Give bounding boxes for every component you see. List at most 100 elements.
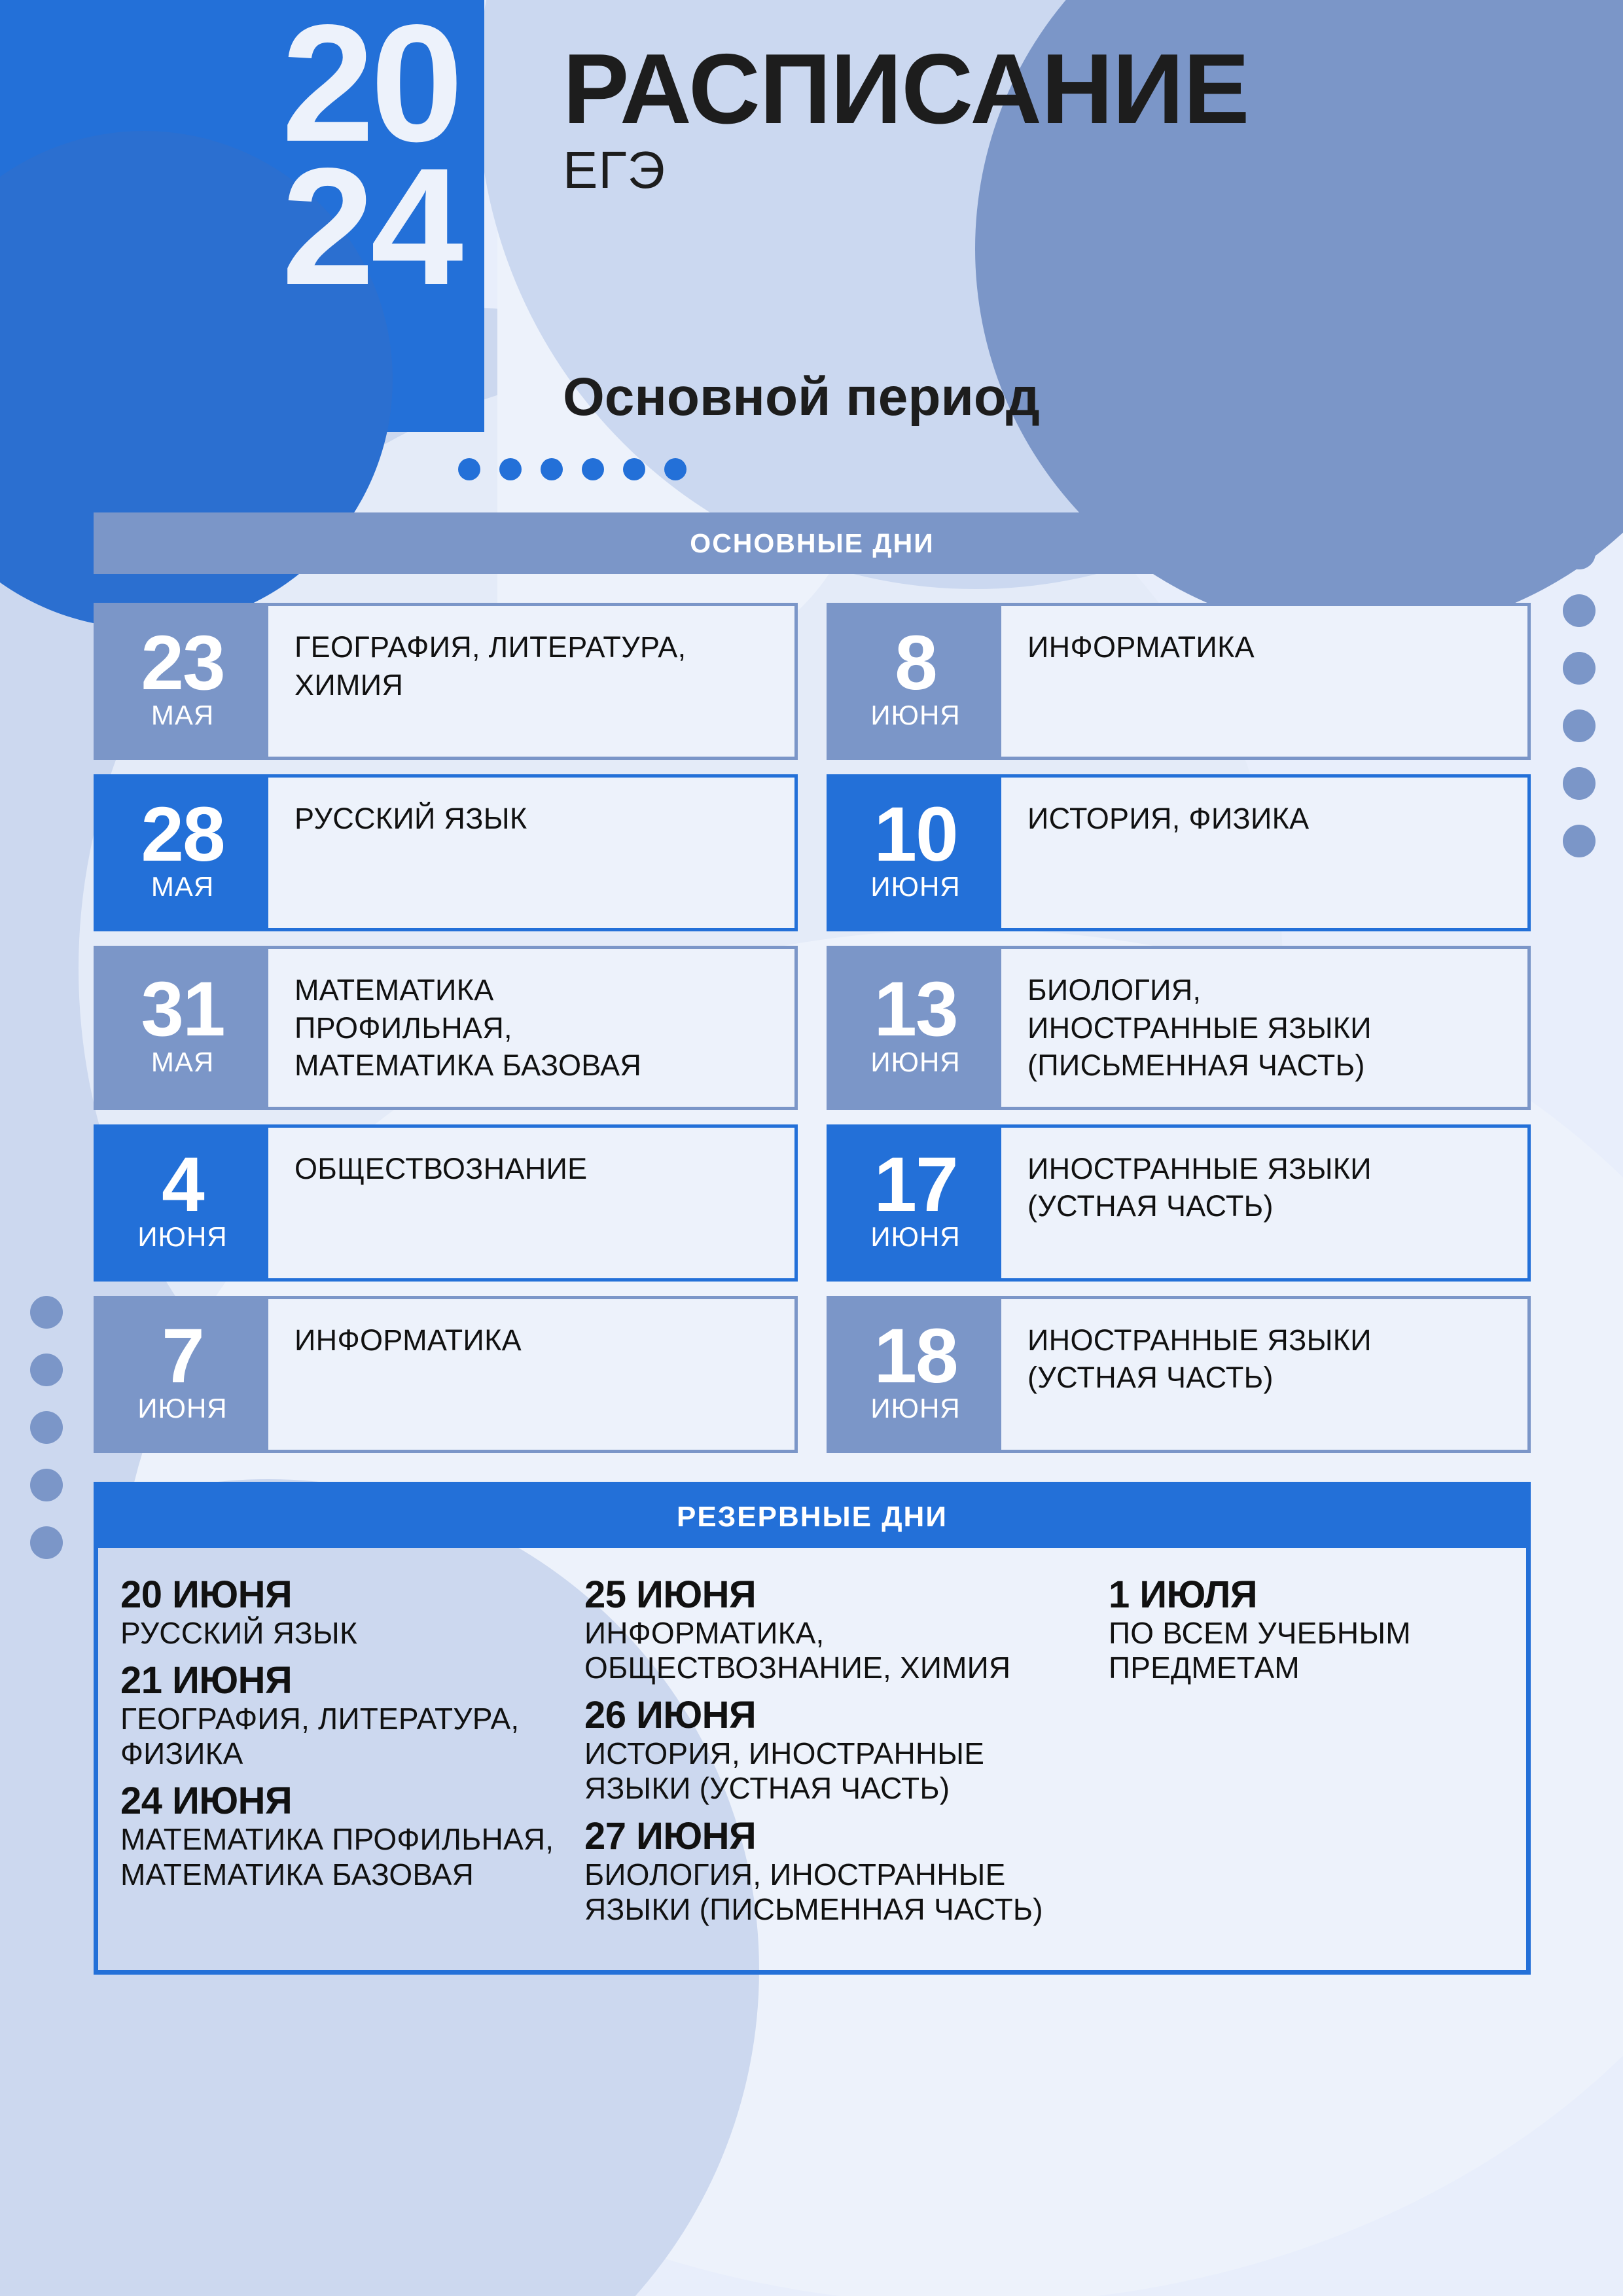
reserve-column: 20 ИЮНЯ РУССКИЙ ЯЗЫК 21 ИЮНЯ ГЕОГРАФИЯ, ЛИТ… (120, 1573, 584, 1937)
day-month: МАЯ (151, 1046, 215, 1077)
reserve-entry: 27 ИЮНЯ БИОЛОГИЯ, ИНОСТРАННЫЕ ЯЗЫКИ (ПИСЬ… (584, 1816, 1092, 1928)
decorative-dot (30, 1354, 63, 1386)
decorative-dot (541, 458, 563, 480)
day-subjects-text: ОБЩЕСТВОЗНАНИЕ (294, 1151, 588, 1185)
day-subjects-text: МАТЕМАТИКА ПРОФИЛЬНАЯ, МАТЕМАТИКА БАЗОВА… (294, 973, 642, 1083)
day-number: 17 (874, 1141, 958, 1228)
day-badge: 13 ИЮНЯ (830, 949, 1001, 1107)
schedule-content: ОСНОВНЫЕ ДНИ 23 МАЯ ГЕОГРАФИЯ, ЛИТЕРАТУРА,… (94, 512, 1531, 1975)
reserve-subjects: ГЕОГРАФИЯ, ЛИТЕРАТУРА, ФИЗИКА (120, 1701, 520, 1771)
day-badge: 8 ИЮНЯ (830, 606, 1001, 757)
day-month: ИЮНЯ (870, 1046, 961, 1077)
day-number: 18 (874, 1312, 958, 1399)
day-month: ИЮНЯ (870, 1393, 961, 1424)
reserve-entry: 24 ИЮНЯ МАТЕМАТИКА ПРОФИЛЬНАЯ, МАТЕМАТИКА… (120, 1780, 567, 1892)
day-subjects: ГЕОГРАФИЯ, ЛИТЕРАТУРА, ХИМИЯ (268, 606, 794, 757)
day-number: 10 (874, 791, 958, 878)
day-badge: 17 ИЮНЯ (830, 1127, 1001, 1278)
decorative-dot (30, 1526, 63, 1559)
decorative-dot (458, 458, 480, 480)
decorative-dot (1563, 652, 1596, 685)
reserve-column: 25 ИЮНЯ ИНФОРМАТИКА, ОБЩЕСТВОЗНАНИЕ, ХИМИ… (584, 1573, 1109, 1937)
day-card: 10 ИЮНЯ ИСТОРИЯ, ФИЗИКА (827, 774, 1531, 931)
day-badge: 23 МАЯ (97, 606, 268, 757)
decorative-dot (1563, 825, 1596, 857)
day-subjects-text: ИНОСТРАННЫЕ ЯЗЫКИ (УСТНАЯ ЧАСТЬ) (1027, 1323, 1372, 1395)
reserve-date: 20 ИЮНЯ (120, 1573, 293, 1616)
reserve-subjects: МАТЕМАТИКА ПРОФИЛЬНАЯ, МАТЕМАТИКА БАЗОВА… (120, 1822, 554, 1892)
reserve-subjects: ПО ВСЕМ УЧЕБНЫМ ПРЕДМЕТАМ (1108, 1615, 1411, 1685)
day-number: 31 (141, 966, 225, 1053)
day-month: ИЮНЯ (870, 871, 961, 903)
day-card: 17 ИЮНЯ ИНОСТРАННЫЕ ЯЗЫКИ (УСТНАЯ ЧАСТЬ) (827, 1124, 1531, 1282)
day-month: МАЯ (151, 871, 215, 903)
year-block: 20 24 (0, 0, 484, 628)
day-subjects-text: БИОЛОГИЯ, ИНОСТРАННЫЕ ЯЗЫКИ (ПИСЬМЕННАЯ … (1027, 973, 1372, 1083)
reserve-date: 21 ИЮНЯ (120, 1659, 293, 1702)
reserve-date: 24 ИЮНЯ (120, 1780, 293, 1823)
day-subjects: РУССКИЙ ЯЗЫК (268, 778, 794, 928)
day-subjects: ИНОСТРАННЫЕ ЯЗЫКИ (УСТНАЯ ЧАСТЬ) (1001, 1299, 1527, 1450)
decorative-dot (1563, 537, 1596, 569)
day-card: 4 ИЮНЯ ОБЩЕСТВОЗНАНИЕ (94, 1124, 798, 1282)
day-number: 7 (162, 1312, 205, 1399)
day-number: 13 (874, 966, 958, 1053)
day-subjects: ИСТОРИЯ, ФИЗИКА (1001, 778, 1527, 928)
day-card: 13 ИЮНЯ БИОЛОГИЯ, ИНОСТРАННЫЕ ЯЗЫКИ (ПИСЬМ… (827, 946, 1531, 1110)
day-month: ИЮНЯ (137, 1221, 228, 1253)
reserve-date: 26 ИЮНЯ (584, 1694, 757, 1737)
reserve-subjects: БИОЛОГИЯ, ИНОСТРАННЫЕ ЯЗЫКИ (ПИСЬМЕННАЯ … (584, 1857, 1043, 1926)
page-title: РАСПИСАНИЕ (563, 33, 1249, 145)
day-badge: 4 ИЮНЯ (97, 1127, 268, 1278)
decorative-dot (664, 458, 687, 480)
day-subjects: МАТЕМАТИКА ПРОФИЛЬНАЯ, МАТЕМАТИКА БАЗОВА… (268, 949, 794, 1107)
reserve-days-body: 20 ИЮНЯ РУССКИЙ ЯЗЫК 21 ИЮНЯ ГЕОГРАФИЯ, ЛИТ… (98, 1548, 1526, 1971)
decorative-dot (582, 458, 604, 480)
day-month: ИЮНЯ (137, 1393, 228, 1424)
year-digits-top: 20 (281, 0, 463, 177)
day-subjects-text: ИНФОРМАТИКА (1027, 630, 1255, 664)
decorative-dot (623, 458, 645, 480)
main-days-grid: 23 МАЯ ГЕОГРАФИЯ, ЛИТЕРАТУРА, ХИМИЯ 8 ИЮНЯ ИН… (94, 603, 1531, 1453)
left-edge-dot-column (30, 1296, 63, 1559)
reserve-entry: 20 ИЮНЯ РУССКИЙ ЯЗЫК (120, 1573, 567, 1651)
year-digits-bottom: 24 (281, 134, 463, 321)
decorative-dot (30, 1296, 63, 1329)
day-badge: 31 МАЯ (97, 949, 268, 1107)
day-card: 23 МАЯ ГЕОГРАФИЯ, ЛИТЕРАТУРА, ХИМИЯ (94, 603, 798, 760)
day-card: 8 ИЮНЯ ИНФОРМАТИКА (827, 603, 1531, 760)
decorative-dot (1563, 709, 1596, 742)
reserve-entry: 1 ИЮЛЯ ПО ВСЕМ УЧЕБНЫМ ПРЕДМЕТАМ (1108, 1573, 1487, 1686)
page-subtitle: ЕГЭ (563, 141, 666, 199)
day-subjects-text: ГЕОГРАФИЯ, ЛИТЕРАТУРА, ХИМИЯ (294, 630, 687, 702)
day-number: 4 (162, 1141, 205, 1228)
day-badge: 18 ИЮНЯ (830, 1299, 1001, 1450)
decorative-dot (1563, 767, 1596, 800)
day-subjects: БИОЛОГИЯ, ИНОСТРАННЫЕ ЯЗЫКИ (ПИСЬМЕННАЯ … (1001, 949, 1527, 1107)
day-badge: 28 МАЯ (97, 778, 268, 928)
day-number: 28 (141, 791, 225, 878)
poster-header: РАСПИСАНИЕ ЕГЭ (563, 39, 1249, 199)
section-header-reserve-days: РЕЗЕРВНЫЕ ДНИ (98, 1486, 1526, 1548)
reserve-date: 1 ИЮЛЯ (1108, 1573, 1258, 1616)
year-digits: 20 24 (281, 0, 463, 321)
decorative-dot (30, 1469, 63, 1501)
reserve-entry: 25 ИЮНЯ ИНФОРМАТИКА, ОБЩЕСТВОЗНАНИЕ, ХИМИ… (584, 1573, 1092, 1686)
section-header-main-days: ОСНОВНЫЕ ДНИ (94, 512, 1531, 574)
day-subjects: ИНОСТРАННЫЕ ЯЗЫКИ (УСТНАЯ ЧАСТЬ) (1001, 1127, 1527, 1278)
day-card: 7 ИЮНЯ ИНФОРМАТИКА (94, 1295, 798, 1453)
decorative-dot (1563, 594, 1596, 627)
reserve-subjects: ИСТОРИЯ, ИНОСТРАННЫЕ ЯЗЫКИ (УСТНАЯ ЧАСТЬ… (584, 1736, 985, 1806)
day-subjects: ОБЩЕСТВОЗНАНИЕ (268, 1127, 794, 1278)
reserve-date: 25 ИЮНЯ (584, 1573, 757, 1616)
reserve-date: 27 ИЮНЯ (584, 1814, 757, 1857)
day-card: 31 МАЯ МАТЕМАТИКА ПРОФИЛЬНАЯ, МАТЕМАТИКА Б… (94, 946, 798, 1110)
day-subjects-text: РУССКИЙ ЯЗЫК (294, 802, 527, 835)
reserve-days-panel: РЕЗЕРВНЫЕ ДНИ 20 ИЮНЯ РУССКИЙ ЯЗЫК 21 ИЮНЯ… (94, 1481, 1531, 1975)
day-number: 8 (895, 619, 938, 706)
day-card: 28 МАЯ РУССКИЙ ЯЗЫК (94, 774, 798, 931)
period-label: Основной период (563, 367, 1040, 427)
day-subjects: ИНФОРМАТИКА (268, 1299, 794, 1450)
day-month: ИЮНЯ (870, 700, 961, 731)
